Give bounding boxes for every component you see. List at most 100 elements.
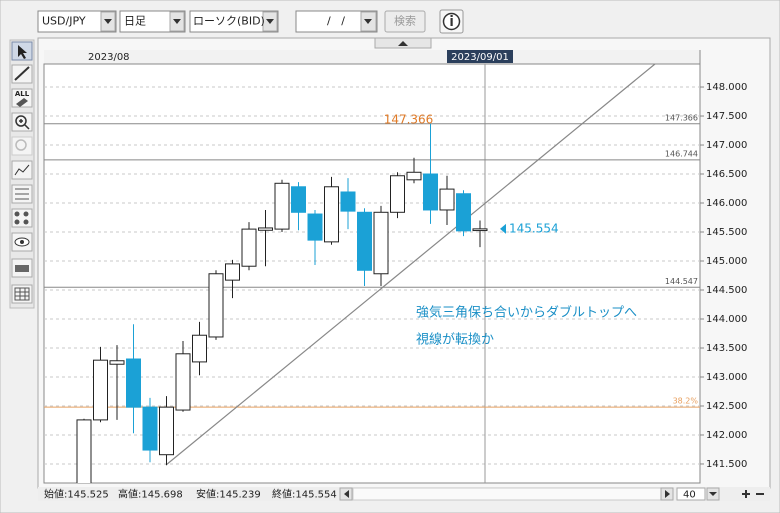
candle-body <box>423 173 438 211</box>
icon <box>14 164 30 176</box>
date-strip <box>44 50 700 64</box>
info-icon <box>450 18 453 26</box>
status-item: 安値:145.239 <box>196 488 261 501</box>
candle-body <box>93 359 108 421</box>
horizontal-line-label: 147.366 <box>665 113 698 122</box>
horizontal-line-label: 146.744 <box>665 149 698 158</box>
y-tick-label: 144.000 <box>706 314 747 325</box>
info-icon <box>450 15 453 17</box>
icon <box>16 98 28 107</box>
indicator-tool[interactable] <box>11 160 33 180</box>
status-item: 始値:145.525 <box>44 488 109 501</box>
candle-body <box>456 193 471 232</box>
cursor-date-box <box>447 50 513 63</box>
icon <box>15 115 27 127</box>
trend-line <box>165 63 656 466</box>
candle-body <box>159 406 174 456</box>
arrow <box>709 492 717 496</box>
zoom-value: 40 <box>683 490 696 501</box>
candle-body <box>109 360 125 365</box>
horizontal-line-label: 38.2% <box>673 397 699 406</box>
period-select[interactable] <box>119 10 186 33</box>
status-label: 高値: <box>118 488 141 501</box>
y-tick-label: 146.500 <box>706 169 747 180</box>
icon <box>23 211 29 217</box>
icon <box>19 119 30 130</box>
status-label: 安値: <box>196 488 219 501</box>
table-tool[interactable] <box>11 284 33 304</box>
status-value: 145.554 <box>295 490 336 501</box>
candle-body <box>241 228 257 267</box>
icon <box>14 219 20 225</box>
grid <box>44 64 700 483</box>
icon-label: ALL <box>15 90 30 98</box>
toolbar: USD/JPY 日足 ローソク(BID) / / 検索 <box>37 9 464 34</box>
zoom-input[interactable] <box>676 487 706 501</box>
status-value: 145.239 <box>219 490 260 501</box>
chart-kind: ローソク(BID) <box>193 15 265 28</box>
erase-all-tool[interactable] <box>11 88 33 108</box>
labels: 141.500 142.000 142.500 143.000 143.500 144.0… <box>88 50 747 470</box>
icon <box>15 265 29 272</box>
status-value: 145.698 <box>141 490 182 501</box>
y-tick-label: 142.000 <box>706 430 747 441</box>
plot-area <box>43 63 701 484</box>
y-tick-label: 145.000 <box>706 256 747 267</box>
y-tick-label: 148.000 <box>706 82 747 93</box>
status-label: 終値: <box>272 488 295 501</box>
icon <box>15 188 29 200</box>
candle-body <box>357 211 372 271</box>
candle-body <box>439 188 455 211</box>
icon <box>15 139 27 151</box>
candle-body <box>373 211 389 275</box>
candle-body <box>406 171 422 181</box>
icon <box>20 240 24 244</box>
candle-body <box>225 263 240 281</box>
candle-body <box>390 175 405 213</box>
date-input[interactable] <box>295 10 378 33</box>
candle-body <box>472 228 488 232</box>
candle-body <box>126 358 141 408</box>
status-item: 終値:145.554 <box>272 488 337 501</box>
candle-body <box>340 191 356 212</box>
y-tick-label: 143.000 <box>706 372 747 383</box>
status: 始値:145.525 高値:145.698 安値:145.239 終値:145.554 <box>44 488 337 501</box>
candle-body <box>324 186 339 243</box>
arrow <box>173 19 181 24</box>
symbol-select[interactable] <box>37 10 117 33</box>
y-tick-label: 143.500 <box>706 343 747 354</box>
y-tick-label: 145.500 <box>706 227 747 238</box>
search-button[interactable] <box>384 10 426 33</box>
candle-body <box>274 182 290 230</box>
y-tick-label: 142.500 <box>706 401 747 412</box>
candle-body <box>307 213 323 241</box>
y-tick-label: 147.500 <box>706 111 747 122</box>
symbol: USD/JPY <box>42 15 86 28</box>
x-tick-label: 2023/08 <box>88 52 130 63</box>
candle-body <box>208 273 224 338</box>
mark-tool[interactable] <box>11 208 33 228</box>
x-tick-label: 2023/09/01 <box>451 52 509 63</box>
icon <box>14 211 20 217</box>
date: / / <box>327 15 345 28</box>
candle-body <box>175 353 191 411</box>
period: 日足 <box>124 15 146 28</box>
y-tick-label: 146.000 <box>706 198 747 209</box>
candle-body <box>142 406 158 451</box>
status-item: 高値:145.698 <box>118 488 183 501</box>
candle-body <box>291 186 306 213</box>
icon <box>18 45 27 59</box>
candle-body <box>76 419 92 483</box>
arrow <box>344 490 349 498</box>
annotation: 視線が転換か <box>416 332 494 348</box>
arrow <box>398 41 408 46</box>
annotation: 強気三角保ち合いからダブルトップへ <box>416 305 637 321</box>
zoom-plus[interactable] <box>742 490 750 498</box>
chart-kind-select[interactable] <box>189 10 279 33</box>
scroll-track[interactable] <box>352 487 662 501</box>
last-price-label: 145.554 <box>509 221 559 235</box>
horizontal-line-label: 144.547 <box>665 277 698 286</box>
y-tick-label: 147.000 <box>706 140 747 151</box>
last-price-marker <box>500 223 506 234</box>
